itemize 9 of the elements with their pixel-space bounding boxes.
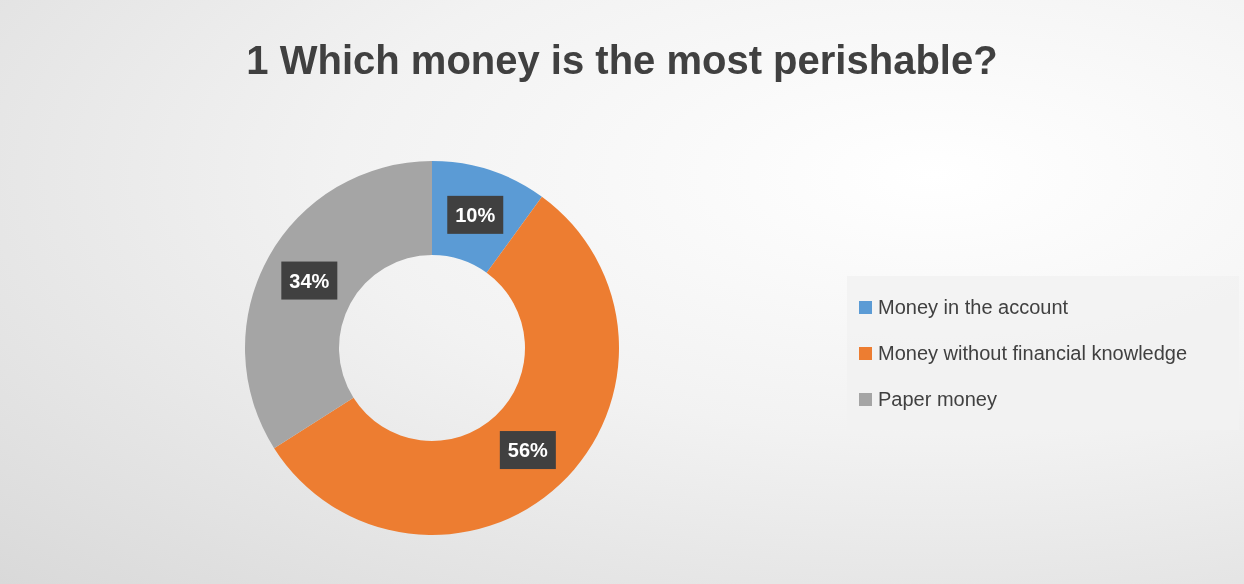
data-label: 34% [289,269,330,292]
donut-slice [274,196,619,535]
legend-label: Paper money [878,387,997,411]
chart-title: 1 Which money is the most perishable? [245,38,999,83]
data-label: 10% [455,203,496,226]
data-label: 56% [507,439,549,462]
legend-label: Money in the account [878,295,1069,319]
donut-slice [245,161,432,449]
legend-label: Money without financial knowledge [878,341,1188,365]
